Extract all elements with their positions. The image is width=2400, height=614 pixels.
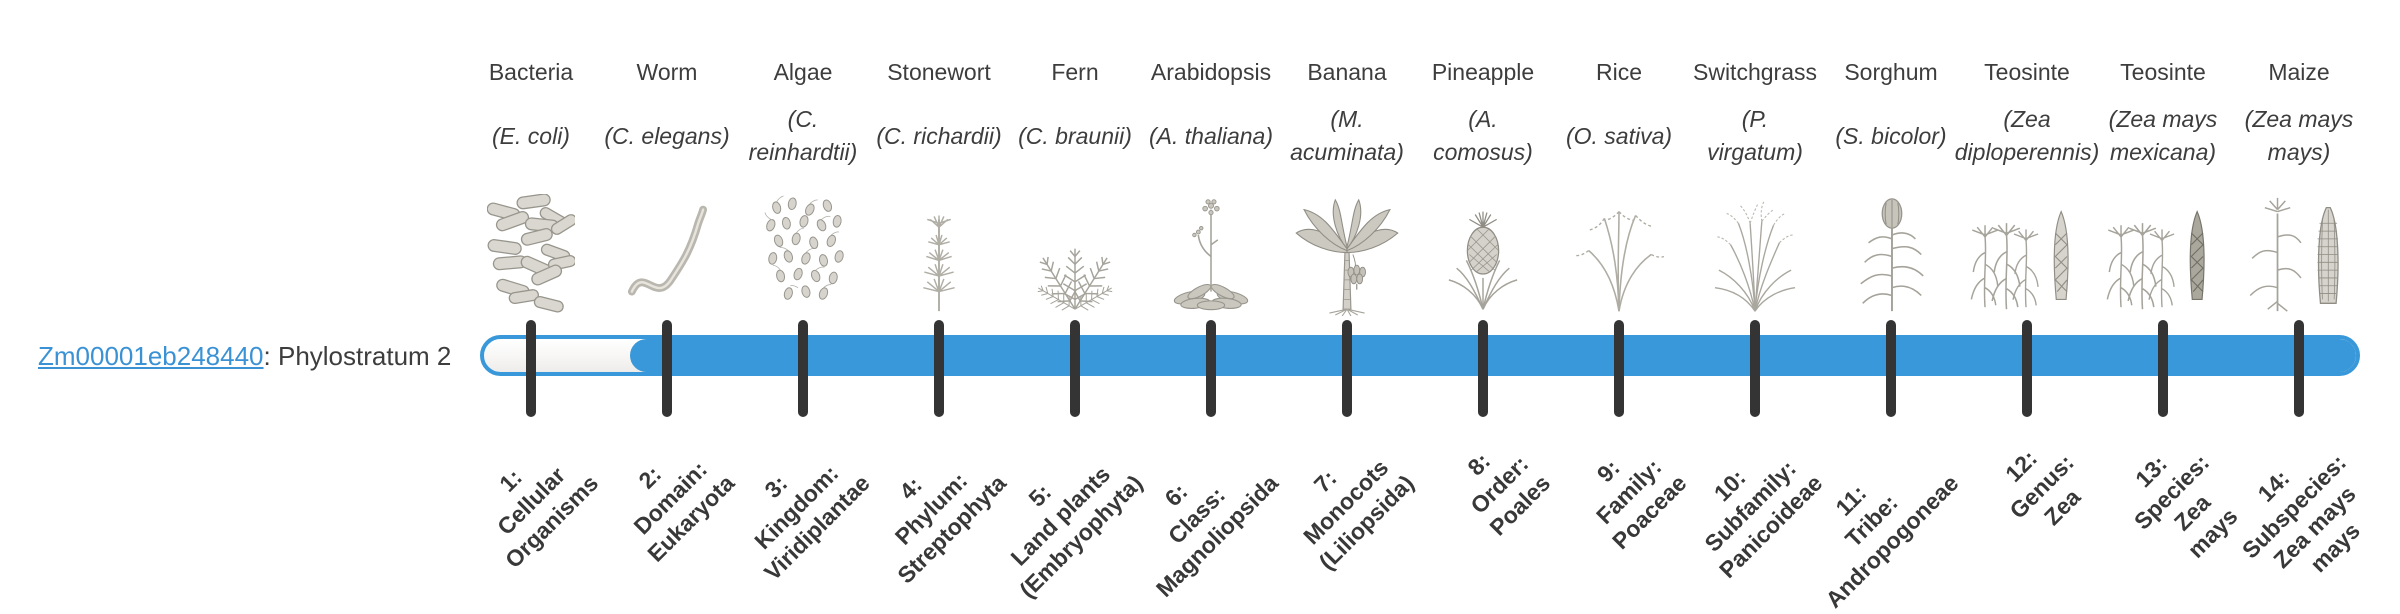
stratum-label: 14: Subspecies: Zea mays mays	[2236, 449, 2365, 578]
organism-column-banana: Banana (M. acuminata)	[1259, 0, 1435, 580]
organism-column-fern: Fern (C. braunii) 5: Land plants (Embryo…	[987, 0, 1163, 603]
stratum-label: 11: Tribe: Andropogoneae	[1820, 469, 1964, 613]
organism-column-switchgrass: Switchgrass (P. virgatum) 10: Subfamily:…	[1667, 0, 1843, 583]
teosinte-plant-and-dark-spike-icon	[2075, 188, 2251, 316]
phylostratum-page: { "gene": { "id": "Zm00001eb248440", "su…	[38, 0, 2387, 613]
organism-column-rice: Rice (O. sativa) 9: Family: Poaceae	[1531, 0, 1707, 580]
tick-mark	[2158, 320, 2168, 417]
gene-label: Zm00001eb248440: Phylostratum 2	[38, 341, 451, 371]
worm-icon	[579, 188, 755, 316]
maize-stalk-and-cob-icon	[2211, 188, 2387, 316]
gene-link[interactable]: Zm00001eb248440	[38, 341, 264, 371]
gene-phylostratum-text: : Phylostratum 2	[263, 341, 452, 371]
tick-mark	[1886, 320, 1896, 417]
organism-common-name: Pineapple	[1431, 59, 1535, 85]
tick-mark	[1070, 320, 1080, 417]
organism-scientific-name: (Zea diploperennis)	[1954, 106, 2100, 165]
organism-scientific-name: (A. comosus)	[1433, 106, 1533, 165]
organism-column-teosinte-diploperennis: Teosinte (Zea diploperennis) 12: Genu	[1939, 0, 2115, 580]
tick-mark	[662, 320, 672, 417]
rice-plant-icon	[1531, 188, 1707, 316]
arabidopsis-icon	[1123, 188, 1299, 316]
organism-column-stonewort: Stonewort (C. richardii) 4: Phylum: Stre…	[851, 0, 1027, 588]
organism-common-name: Teosinte	[2120, 59, 2206, 85]
organism-common-name: Switchgrass	[1693, 59, 1817, 85]
organism-common-name: Rice	[1595, 59, 1642, 85]
organism-column-worm: Worm (C. elegans) 2: Domain: Eukaryota	[579, 0, 755, 580]
sorghum-icon	[1803, 188, 1979, 316]
organism-column-pineapple: Pineapple (A. comosus) 8: Order: Poales	[1395, 0, 1571, 580]
tick-mark	[1478, 320, 1488, 417]
organism-common-name: Teosinte	[1984, 59, 2070, 85]
organism-scientific-name: (Zea mays mexicana)	[2108, 106, 2218, 165]
organism-scientific-name: (A. thaliana)	[1148, 122, 1273, 149]
organism-column-arabidopsis: Arabidopsis (A. thaliana) 6	[1123, 0, 1299, 602]
tick-mark	[1342, 320, 1352, 417]
switchgrass-icon	[1667, 188, 1843, 316]
stonewort-icon	[851, 188, 1027, 316]
organism-column-algae: Algae (C. reinhardtii) 3: Kingdom: Virid…	[715, 0, 891, 585]
organism-common-name: Fern	[1051, 59, 1099, 85]
organism-common-name: Worm	[636, 59, 698, 85]
organism-common-name: Maize	[2268, 59, 2330, 85]
teosinte-plant-and-spike-icon	[1939, 188, 2115, 316]
organism-common-name: Algae	[773, 59, 833, 85]
tick-mark	[2294, 320, 2304, 417]
organism-column-sorghum: Sorghum (S. bicolor) 11: Tribe: Andropog…	[1803, 0, 1979, 613]
organism-column-bacteria: Bacteria (E. coli)	[443, 0, 619, 580]
organism-scientific-name: (M. acuminata)	[1290, 106, 1404, 165]
organism-scientific-name: (C. elegans)	[604, 122, 730, 149]
organism-common-name: Stonewort	[887, 59, 991, 85]
organism-scientific-name: (S. bicolor)	[1835, 122, 1947, 149]
algae-icon	[715, 188, 891, 316]
tick-mark	[934, 320, 944, 417]
tick-mark	[1750, 320, 1760, 417]
organism-column-maize: Maize (Zea mays mays) 14: Subspecies: Ze…	[2211, 0, 2387, 580]
organism-scientific-name: (P. virgatum)	[1707, 106, 1803, 165]
organism-common-name: Arabidopsis	[1150, 59, 1272, 85]
organism-scientific-name: (O. sativa)	[1565, 122, 1673, 149]
organism-common-name: Bacteria	[488, 59, 574, 85]
organism-scientific-name: (C. richardii)	[876, 122, 1002, 149]
tick-mark	[798, 320, 808, 417]
tick-mark	[1206, 320, 1216, 417]
organism-scientific-name: (Zea mays mays)	[2244, 106, 2354, 165]
banana-palm-icon	[1259, 188, 1435, 316]
organism-common-name: Banana	[1307, 59, 1387, 85]
organism-scientific-name: (C. braunii)	[1018, 122, 1132, 149]
organism-column-teosinte-mexicana: Teosinte (Zea mays mexicana) 13: Species…	[2075, 0, 2251, 580]
tick-mark	[2022, 320, 2032, 417]
tick-mark	[526, 320, 536, 417]
organism-scientific-name: (E. coli)	[492, 122, 570, 149]
organism-scientific-name: (C. reinhardtii)	[748, 106, 858, 165]
bacteria-icon	[443, 188, 619, 316]
bar-fill	[630, 339, 2356, 372]
organism-common-name: Sorghum	[1844, 59, 1938, 85]
tick-mark	[1614, 320, 1624, 417]
pineapple-icon	[1395, 188, 1571, 316]
